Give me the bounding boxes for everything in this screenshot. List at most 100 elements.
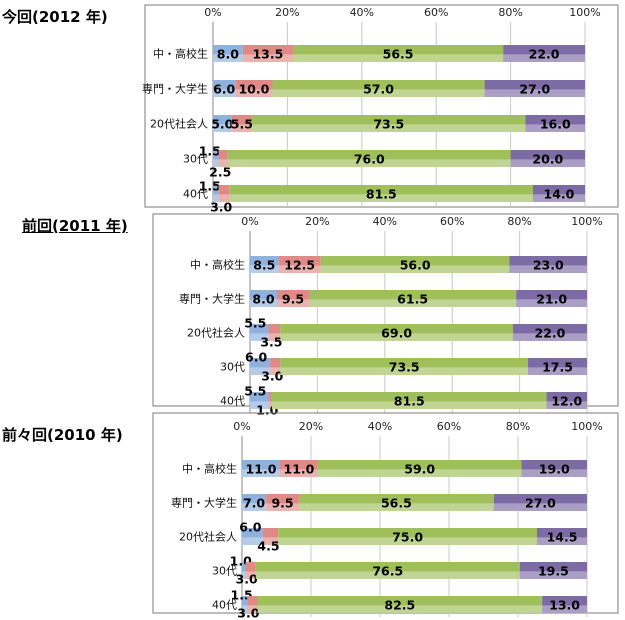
bar-segment bbox=[484, 80, 585, 97]
category-label: 20代社会人 bbox=[187, 326, 245, 340]
x-tick-label: 100% bbox=[569, 6, 600, 19]
bar-segment-sheen bbox=[242, 605, 248, 613]
x-tick-label: 0% bbox=[241, 215, 258, 228]
data-label: 56.5 bbox=[381, 496, 412, 511]
data-label: 1.5 bbox=[199, 179, 221, 194]
data-label: 27.0 bbox=[525, 496, 556, 511]
data-label: 11.0 bbox=[246, 462, 277, 477]
bar-segment-sheen bbox=[546, 401, 587, 409]
bar-segment bbox=[503, 45, 585, 62]
bar-segment bbox=[493, 494, 587, 511]
bar-segment-sheen bbox=[213, 54, 243, 62]
x-tick-label: 80% bbox=[498, 6, 522, 19]
bar-segment-sheen bbox=[320, 265, 510, 273]
data-label: 3.0 bbox=[237, 606, 259, 620]
bar-segment-sheen bbox=[484, 89, 585, 97]
bar-segment-sheen bbox=[528, 367, 587, 375]
data-label: 6.0 bbox=[213, 82, 235, 97]
data-label: 2.5 bbox=[209, 165, 231, 180]
bar-segment-sheen bbox=[242, 469, 280, 477]
data-label: 3.0 bbox=[236, 572, 258, 587]
category-label: 30代 bbox=[212, 565, 237, 578]
bar-segment-sheen bbox=[247, 605, 258, 613]
bar-segment bbox=[218, 185, 230, 202]
panel-title-2012: 今回(2012 年) bbox=[2, 8, 108, 26]
bar-segment bbox=[510, 150, 585, 167]
bar-segment-sheen bbox=[252, 124, 526, 132]
data-label: 22.0 bbox=[535, 326, 566, 341]
x-tick-label: 60% bbox=[440, 215, 464, 228]
data-label: 12.5 bbox=[284, 258, 315, 273]
data-label: 8.5 bbox=[253, 258, 275, 273]
bar-segment bbox=[227, 150, 511, 167]
bar-segment bbox=[250, 290, 277, 307]
x-tick-label: 20% bbox=[305, 215, 329, 228]
bar-segment-sheen bbox=[250, 401, 269, 409]
data-label: 14.5 bbox=[547, 530, 578, 545]
bar-segment bbox=[266, 494, 299, 511]
data-label: 19.0 bbox=[539, 462, 570, 477]
category-label: 20代社会人 bbox=[179, 530, 237, 544]
bar-segment-sheen bbox=[213, 124, 232, 132]
data-label: 9.5 bbox=[271, 496, 293, 511]
bar-segment bbox=[242, 562, 246, 579]
bar-segment-sheen bbox=[250, 265, 279, 273]
bar-segment-sheen bbox=[512, 333, 587, 341]
category-label: 専門・大学生 bbox=[142, 82, 208, 96]
bar-segment-sheen bbox=[272, 89, 485, 97]
bar-segment-sheen bbox=[242, 571, 246, 579]
bar-segment-sheen bbox=[268, 401, 272, 409]
bar-segment-sheen bbox=[268, 333, 281, 341]
bar-segment-sheen bbox=[298, 503, 494, 511]
data-label: 10.0 bbox=[238, 82, 269, 97]
data-label: 20.0 bbox=[532, 152, 563, 167]
bar-segment-sheen bbox=[509, 265, 587, 273]
bar-segment bbox=[242, 460, 280, 477]
x-tick-label: 20% bbox=[275, 6, 299, 19]
bar-segment bbox=[519, 562, 587, 579]
data-label: 22.0 bbox=[529, 47, 560, 62]
data-label: 27.0 bbox=[519, 82, 550, 97]
bar-segment bbox=[276, 290, 309, 307]
bar-segment-sheen bbox=[250, 299, 277, 307]
data-label: 6.0 bbox=[245, 350, 267, 365]
data-label: 13.5 bbox=[252, 47, 283, 62]
bar-segment-sheen bbox=[218, 159, 228, 167]
category-label: 専門・大学生 bbox=[171, 496, 237, 510]
bar-segment-sheen bbox=[271, 401, 547, 409]
bar-segment-sheen bbox=[242, 537, 263, 545]
panel-title-2011: 前回(2011 年) bbox=[22, 217, 128, 235]
bar-segment-sheen bbox=[227, 159, 511, 167]
bar-segment-sheen bbox=[503, 54, 585, 62]
category-label: 40代 bbox=[220, 395, 245, 408]
bar-segment bbox=[317, 460, 522, 477]
bar-segment-sheen bbox=[521, 469, 587, 477]
data-label: 8.0 bbox=[252, 292, 274, 307]
bar-segment-sheen bbox=[280, 333, 513, 341]
bar-segment-sheen bbox=[519, 571, 587, 579]
chart-frame bbox=[144, 4, 619, 208]
bar-segment bbox=[528, 358, 587, 375]
category-label: 中・高校生 bbox=[153, 47, 208, 61]
bar-segment-sheen bbox=[235, 89, 273, 97]
bar-segment-sheen bbox=[317, 469, 522, 477]
bar-segment bbox=[516, 290, 587, 307]
data-label: 61.5 bbox=[397, 292, 428, 307]
category-label: 中・高校生 bbox=[190, 258, 245, 272]
bar-segment-sheen bbox=[262, 537, 279, 545]
chart-frame bbox=[152, 213, 619, 407]
data-label: 81.5 bbox=[394, 394, 425, 409]
bar-segment bbox=[218, 150, 228, 167]
bar-segment bbox=[320, 256, 510, 273]
data-label: 1.5 bbox=[231, 588, 253, 603]
bar-segment bbox=[532, 185, 585, 202]
category-label: 40代 bbox=[212, 599, 237, 612]
bar-segment bbox=[250, 358, 271, 375]
bar-segment-sheen bbox=[245, 571, 256, 579]
bar-segment bbox=[279, 460, 318, 477]
data-label: 81.5 bbox=[366, 187, 397, 202]
bar-segment bbox=[268, 324, 281, 341]
data-label: 3.0 bbox=[261, 369, 283, 384]
data-label: 5.0 bbox=[211, 117, 233, 132]
bar-segment bbox=[298, 494, 494, 511]
